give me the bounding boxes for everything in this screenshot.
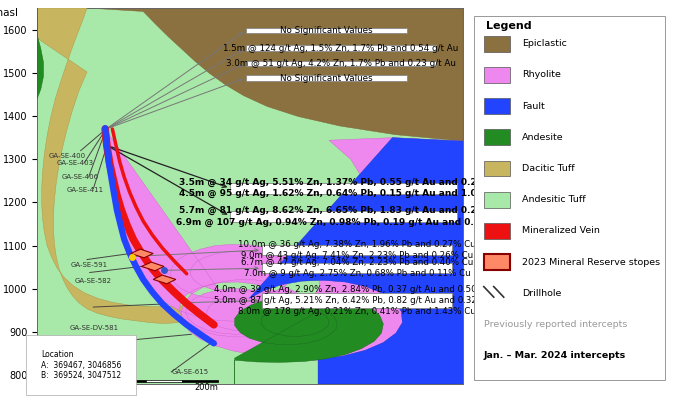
FancyBboxPatch shape	[484, 192, 510, 208]
Text: GA-SE-582: GA-SE-582	[74, 278, 112, 284]
Text: 4.0m @ 39 g/t Ag, 2.90% Zn, 2.84% Pb, 0.37 g/t Au and 0.50% Cu
5.0m @ 87 g/t Ag,: 4.0m @ 39 g/t Ag, 2.90% Zn, 2.84% Pb, 0.…	[214, 285, 500, 316]
FancyBboxPatch shape	[484, 254, 510, 270]
FancyBboxPatch shape	[262, 293, 452, 308]
Bar	[37, 380, 74, 382]
Text: GA-SE-400: GA-SE-400	[49, 153, 86, 159]
FancyBboxPatch shape	[245, 28, 407, 33]
FancyBboxPatch shape	[484, 67, 510, 83]
Text: Fault: Fault	[522, 102, 544, 111]
Text: 6.7m @ 47 g/t Ag, 7.04% Zn, 2.23% Pb and 0.40% Cu
7.0m @ 9 g/t Ag, 2.75% Zn, 0.6: 6.7m @ 47 g/t Ag, 7.04% Zn, 2.23% Pb and…	[241, 258, 473, 278]
Polygon shape	[249, 138, 463, 384]
Text: Jan. – Mar. 2024 intercepts: Jan. – Mar. 2024 intercepts	[484, 351, 626, 360]
Text: 3.5m @ 34 g/t Ag, 5.51% Zn, 1.37% Pb, 0.55 g/t Au and 0.21% Cu
4.5m @ 95 g/t Ag,: 3.5m @ 34 g/t Ag, 5.51% Zn, 1.37% Pb, 0.…	[179, 178, 508, 198]
Text: Previously reported intercepts: Previously reported intercepts	[484, 320, 627, 329]
FancyBboxPatch shape	[484, 223, 510, 239]
FancyBboxPatch shape	[484, 161, 510, 176]
FancyBboxPatch shape	[245, 60, 436, 66]
Text: 1.5m @ 124 g/t Ag, 1.5% Zn, 1.7% Pb and 0.54 g/t Au: 1.5m @ 124 g/t Ag, 1.5% Zn, 1.7% Pb and …	[223, 44, 458, 53]
FancyBboxPatch shape	[484, 98, 510, 114]
Text: Andesite: Andesite	[522, 133, 563, 142]
Text: 2023 Mineral Reserve stopes: 2023 Mineral Reserve stopes	[522, 258, 660, 267]
Text: GA-SE-DV-581: GA-SE-DV-581	[70, 325, 119, 331]
Bar	[74, 380, 110, 382]
Polygon shape	[235, 294, 383, 384]
Polygon shape	[37, 8, 463, 384]
Polygon shape	[37, 8, 43, 99]
Polygon shape	[37, 8, 205, 324]
Text: GA-SE-591: GA-SE-591	[71, 262, 108, 268]
Polygon shape	[105, 129, 463, 361]
Text: GA-SE-DV-554: GA-SE-DV-554	[74, 341, 123, 347]
Text: masl: masl	[0, 8, 18, 18]
FancyBboxPatch shape	[231, 183, 457, 194]
Text: 5.7m @ 81 g/t Ag, 8.62% Zn, 6.65% Pb, 1.83 g/t Au and 0.23% Cu
6.9m @ 107 g/t Ag: 5.7m @ 81 g/t Ag, 8.62% Zn, 6.65% Pb, 1.…	[176, 206, 511, 226]
Polygon shape	[130, 249, 153, 258]
Text: GA-SE-615: GA-SE-615	[171, 369, 208, 375]
FancyBboxPatch shape	[262, 245, 452, 255]
Text: 0m: 0m	[37, 383, 51, 392]
Text: No Significant Values: No Significant Values	[280, 74, 372, 82]
Text: Dacitic Tuff: Dacitic Tuff	[522, 164, 575, 173]
FancyBboxPatch shape	[262, 263, 452, 273]
Text: GA-SE-411: GA-SE-411	[66, 186, 103, 192]
Text: Andesitic Tuff: Andesitic Tuff	[522, 195, 585, 204]
Text: GA-SE-406: GA-SE-406	[62, 174, 99, 180]
FancyBboxPatch shape	[245, 75, 407, 81]
Bar	[146, 380, 182, 382]
Text: Location
A:  369467, 3046856
B:  369524, 3047512: Location A: 369467, 3046856 B: 369524, 3…	[41, 350, 121, 380]
Text: GA-SE-403: GA-SE-403	[56, 160, 93, 166]
Text: 3.0m @ 51 g/t Ag, 4.2% Zn, 1.7% Pb and 0.23 g/t Au: 3.0m @ 51 g/t Ag, 4.2% Zn, 1.7% Pb and 0…	[226, 59, 456, 68]
FancyBboxPatch shape	[474, 16, 665, 380]
FancyBboxPatch shape	[484, 36, 510, 52]
FancyBboxPatch shape	[484, 130, 510, 145]
FancyBboxPatch shape	[245, 45, 436, 51]
Text: Legend: Legend	[486, 21, 531, 31]
Text: Drillhole: Drillhole	[522, 289, 561, 298]
Text: Mineralized Vein: Mineralized Vein	[522, 226, 600, 236]
Text: Epiclastic: Epiclastic	[522, 39, 566, 48]
Text: 200m: 200m	[195, 383, 218, 392]
Bar	[110, 380, 146, 382]
Text: 10.0m @ 36 g/t Ag, 7.38% Zn, 1.96% Pb and 0.27% Cu
9.0m @ 43 g/t Ag, 7.41% Zn, 2: 10.0m @ 36 g/t Ag, 7.38% Zn, 1.96% Pb an…	[238, 240, 476, 260]
Polygon shape	[37, 8, 463, 141]
Text: No Significant Values: No Significant Values	[280, 26, 372, 35]
Text: Rhyolite: Rhyolite	[522, 70, 560, 80]
Bar	[182, 380, 218, 382]
Polygon shape	[153, 275, 176, 284]
FancyBboxPatch shape	[231, 211, 457, 222]
Polygon shape	[141, 262, 164, 271]
